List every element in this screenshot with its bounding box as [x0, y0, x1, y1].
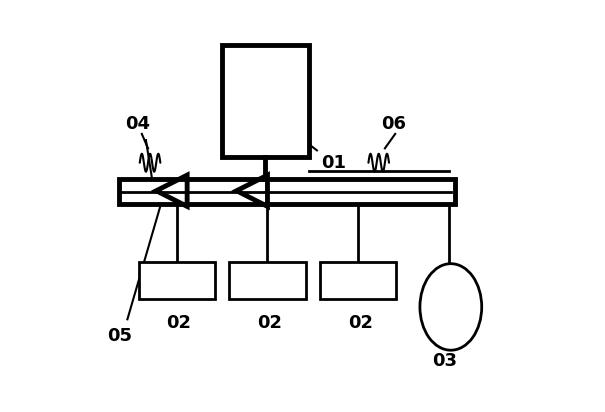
- Text: 02: 02: [166, 314, 191, 332]
- Bar: [139, 262, 215, 299]
- Ellipse shape: [420, 264, 482, 350]
- Bar: [320, 262, 396, 299]
- Text: 03: 03: [432, 352, 457, 370]
- Bar: [119, 179, 455, 204]
- Text: 01: 01: [321, 154, 346, 173]
- Text: 05: 05: [106, 327, 132, 345]
- Text: 04: 04: [125, 115, 150, 133]
- Text: 02: 02: [257, 314, 282, 332]
- Text: 06: 06: [381, 115, 405, 133]
- Bar: [222, 45, 309, 157]
- Text: 02: 02: [348, 314, 373, 332]
- Bar: [229, 262, 306, 299]
